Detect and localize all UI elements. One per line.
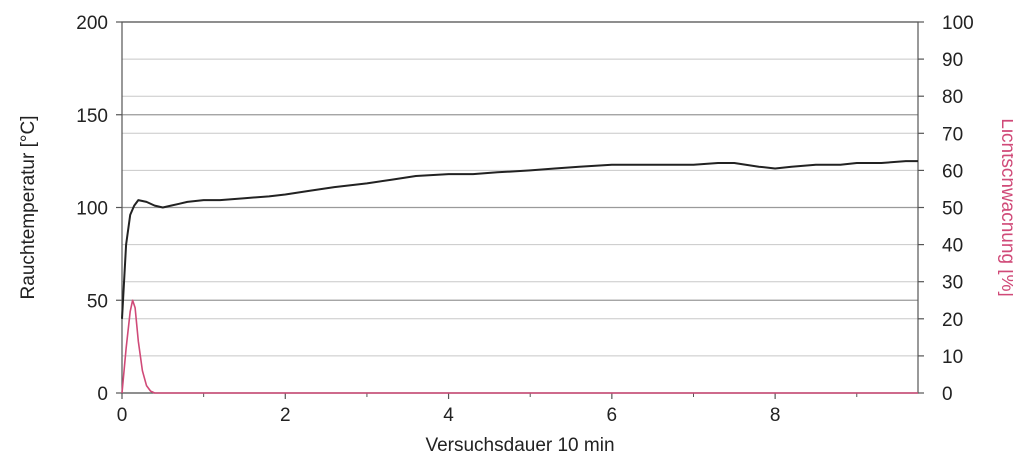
y-right-tick-label: 100: [942, 13, 974, 34]
y-axis-left-title: Rauchtemperatur [°C]: [18, 116, 39, 300]
y-left-tick-label: 150: [76, 106, 108, 127]
series-line-rauchtemperatur: [121, 160, 918, 319]
y-left-tick-label: 50: [87, 291, 108, 312]
y-right-tick-label: 20: [942, 310, 963, 331]
y-left-tick-label: 0: [97, 384, 108, 405]
x-tick-label: 6: [607, 405, 618, 426]
y-right-tick-label: 80: [942, 87, 963, 108]
y-left-tick-label: 200: [76, 13, 108, 34]
y-right-tick-label: 90: [942, 50, 963, 71]
x-tick-label: 8: [770, 405, 781, 426]
y-right-tick-label: 60: [942, 161, 963, 182]
x-tick-label: 2: [280, 405, 291, 426]
x-axis-title: Versuchsdauer 10 min: [425, 435, 614, 456]
y-axis-left: 0 50 100 150 200: [76, 13, 122, 405]
y-axis-right-title: Lichtschwächung [%]: [997, 118, 1013, 297]
y-right-tick-label: 70: [942, 124, 963, 145]
y-right-tick-label: 50: [942, 199, 963, 220]
y-right-tick-label: 10: [942, 347, 963, 368]
series-line-lichtschwaechung: [121, 299, 918, 394]
y-right-tick-label: 30: [942, 273, 963, 294]
x-axis: 0 2 4 6 8: [117, 393, 858, 426]
x-tick-label: 0: [117, 405, 128, 426]
grid-lines: [122, 21, 918, 394]
y-right-tick-label: 40: [942, 236, 963, 257]
y-right-tick-label: 0: [942, 384, 953, 405]
y-left-tick-label: 100: [76, 199, 108, 220]
series-lines: [121, 160, 918, 394]
y-axis-right: 0 10 20 30 40 50 60 70 80 90 100: [918, 13, 974, 405]
x-tick-label: 4: [443, 405, 454, 426]
